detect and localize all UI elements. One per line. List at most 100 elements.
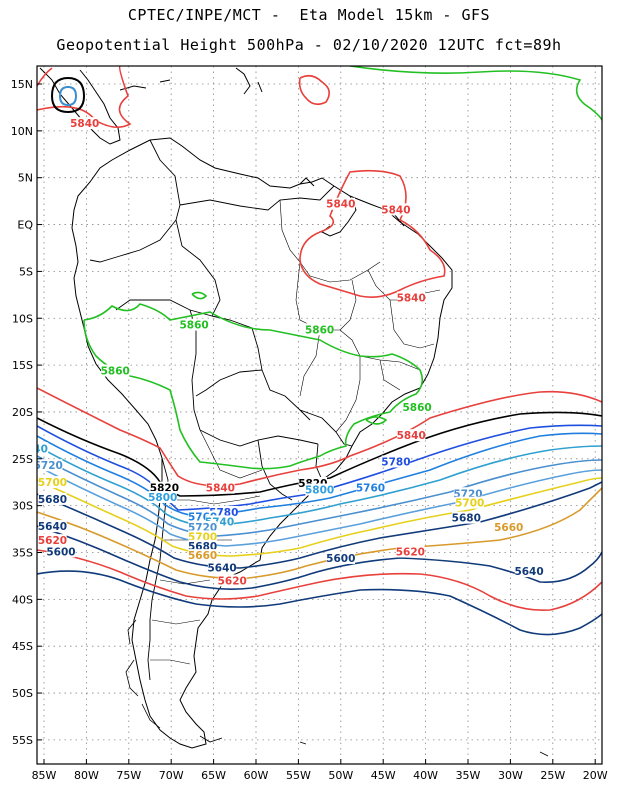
contour-label: 5860 <box>403 402 432 414</box>
contour-label: 5660 <box>494 522 523 534</box>
contour-label-bg <box>46 545 76 558</box>
contour-label: 5840 <box>206 483 235 495</box>
contour-label-bg <box>188 510 217 523</box>
lat-tick-label: 5S <box>19 265 33 278</box>
lat-tick-label: 15N <box>11 78 33 91</box>
contour-label-bg <box>452 511 481 524</box>
contour-label: 5760 <box>356 483 385 495</box>
contour-label-bg <box>38 520 67 533</box>
contour-label-bg <box>206 481 235 494</box>
contour-5860-tropics <box>83 303 424 470</box>
contour-label-bg <box>455 496 484 509</box>
contours <box>37 66 602 636</box>
contour-label: 5600 <box>326 553 355 565</box>
map-title: CPTEC/INPE/MCT - Eta Model 15km - GFS <box>127 6 491 24</box>
contour-label-bg <box>356 481 385 494</box>
lon-tick-label: 60W <box>244 769 269 782</box>
contour-label: 5620 <box>38 535 67 547</box>
contour-5880-ne-corner <box>349 66 602 121</box>
contour-5840-band <box>37 387 602 487</box>
contour-5660 <box>37 487 602 580</box>
lat-tick-label: EQ <box>17 219 33 232</box>
lat-tick-label: 10N <box>11 125 33 138</box>
contour-label: 5620 <box>396 546 425 558</box>
contour-5640 <box>37 525 602 590</box>
lon-tick-label: 80W <box>74 769 99 782</box>
contour-label-bg <box>453 487 483 500</box>
coastlines <box>39 67 549 757</box>
lat-tick-label: 5N <box>18 172 33 185</box>
contour-label-bg <box>305 483 334 496</box>
lon-tick-label: 75W <box>116 769 141 782</box>
contour-5620 <box>37 549 602 612</box>
lat-tick-label: 35S <box>12 547 33 560</box>
contour-5820 <box>37 411 602 497</box>
contour-label: 5620 <box>218 575 247 587</box>
contour-label-bg <box>179 318 209 331</box>
contour-label-bg <box>396 429 426 442</box>
lon-tick-label: 30W <box>498 769 523 782</box>
contour-label: 5700 <box>455 498 484 510</box>
lat-tick-label: 10S <box>12 312 33 325</box>
contour-label: 40 <box>33 443 48 455</box>
contour-label: 5640 <box>38 521 67 533</box>
patagonia-islands <box>125 619 549 757</box>
contour-5680 <box>37 481 602 569</box>
lon-tick-label: 45W <box>371 769 396 782</box>
country-borders <box>89 139 353 681</box>
contour-label-bg <box>150 481 179 494</box>
contour-5720 <box>37 465 602 547</box>
contour-label: 5800 <box>305 485 334 497</box>
contour-5860-islet-a <box>191 291 208 300</box>
lon-tick-label: 85W <box>32 769 57 782</box>
contour-label: 5640 <box>514 566 543 578</box>
low-center-inner <box>59 85 78 107</box>
contour-label: 5780 <box>381 456 410 468</box>
lat-tick-label: 55S <box>12 734 33 747</box>
contour-5860-islet-b <box>365 416 388 425</box>
contour-label-bg <box>381 455 411 468</box>
lon-tick-label: 35W <box>456 769 481 782</box>
lon-tick-label: 70W <box>159 769 184 782</box>
caribbean-islands <box>119 67 263 95</box>
contour-label-bg <box>38 492 67 505</box>
contour-label-bg <box>514 565 544 578</box>
low-center-outer <box>51 76 86 114</box>
contour-label-bg <box>218 574 247 587</box>
contour-label: 5840 <box>397 430 426 442</box>
contour-label: 5860 <box>305 324 334 336</box>
contour-label-bg <box>188 549 217 562</box>
contour-label: 5840 <box>397 292 426 304</box>
lon-tick-label: 50W <box>328 769 353 782</box>
contour-label: 5860 <box>101 366 130 378</box>
map-subtitle: Geopotential Height 500hPa - 02/10/2020 … <box>56 36 562 54</box>
contour-label-bg <box>38 476 67 489</box>
contour-5840-north-tip <box>37 66 132 128</box>
contour-label-bg <box>148 491 177 504</box>
contour-label-bg <box>396 291 426 304</box>
south-america-coastline <box>71 137 453 749</box>
lon-tick-label: 20W <box>583 769 608 782</box>
contour-label-bg <box>37 442 49 455</box>
contour-label: 5600 <box>46 546 75 558</box>
contour-labels: 5840 5840 5840 5840 5860 5860 5860 5860 5840 5840… <box>33 117 544 587</box>
lat-tick-label: 50S <box>12 687 33 700</box>
contour-label-bg <box>396 545 425 558</box>
contour-label-bg <box>381 203 411 216</box>
lat-tick-label: 15S <box>12 359 33 372</box>
contour-label: 5640 <box>207 562 236 574</box>
longitude-ticks: 85W 80W 75W 70W 65W 60W 55W 50W 45W 40W 35W 30W 25W 2… <box>32 759 608 782</box>
contour-5700 <box>37 477 602 557</box>
plot-frame <box>36 65 603 765</box>
contour-label-bg <box>305 323 334 336</box>
lat-tick-label: 30S <box>12 500 33 513</box>
contour-label-bg <box>101 364 130 377</box>
contour-label-bg <box>70 117 99 130</box>
contour-5760 <box>37 445 602 527</box>
contour-label: 5800 <box>148 492 177 504</box>
contour-5780 <box>37 432 602 517</box>
contour-label: 5840 <box>381 204 410 216</box>
contour-5840-nw-cell <box>298 74 330 106</box>
lat-tick-label: 20S <box>12 406 33 419</box>
